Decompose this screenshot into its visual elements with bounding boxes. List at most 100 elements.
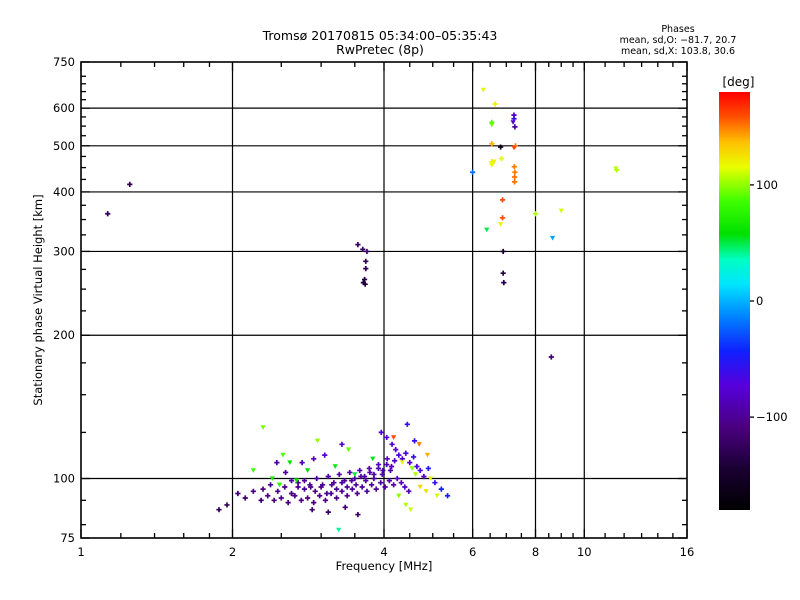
data-point-o [127,181,133,187]
y-tick-label: 500 [53,139,75,153]
data-point-o [362,281,368,287]
data-point-o [325,473,331,480]
data-point-o [398,480,404,486]
data-point-o [347,469,353,476]
data-point-o [311,456,317,462]
data-point-o [275,488,281,494]
data-point-x [260,425,266,430]
data-point-o [444,493,451,499]
data-point-o [394,475,400,482]
data-point-o [384,434,390,441]
y-tick-label: 200 [53,328,75,342]
data-point-o [283,469,289,476]
plot-area: 75 100 200 300 400 500 600 750 1 2 4 6 8 10 16 [53,55,694,559]
data-point-o [511,179,518,185]
data-point-o [361,276,368,283]
data-point-o [363,258,369,264]
data-point-x [511,145,517,151]
data-point-o [341,478,348,484]
data-point-o [373,486,379,492]
data-point-o [301,478,308,484]
data-point-o [470,169,476,175]
data-point-o [216,507,222,513]
data-point-o [242,495,248,501]
data-point-o [500,270,506,276]
data-point-o [396,452,402,458]
data-point-o [267,482,274,488]
data-point-x [498,222,504,227]
colorbar-tick-label: 100 [756,178,778,192]
y-tick-label: 400 [53,185,75,199]
data-point-o [378,480,384,486]
data-point-o [411,438,418,444]
data-point-x [416,442,422,447]
data-point-x [250,468,256,473]
data-point-o [331,480,337,486]
data-point-x [484,227,490,233]
data-point-o [378,429,384,435]
data-point-x [276,482,283,488]
data-point-o [354,490,360,497]
x-axis-label: Frequency [MHz] [336,559,433,573]
data-point-o [382,484,388,490]
data-point-o [314,475,320,482]
data-point-o [371,471,377,478]
title-block: Tromsø 20170815 05:34:00–05:35:43 RwPret… [262,28,498,57]
x-tick-label: 8 [532,545,539,559]
data-point-o [389,441,395,447]
data-point-x [417,484,423,490]
data-point-o [304,495,311,501]
data-point-x [408,507,414,513]
data-point-o [363,478,369,484]
data-point-o [349,478,355,484]
data-point-o [322,452,328,458]
colorbar: [deg] 100 0 −100 [719,75,788,510]
data-point-o [386,478,392,484]
data-point-x [399,460,405,466]
data-point-o [432,480,438,486]
data-point-o [292,493,298,499]
data-point-o [353,482,359,488]
stats-heading: Phases [661,24,694,35]
data-point-x [332,464,338,469]
data-point-o [235,490,241,497]
data-point-o [319,482,326,488]
data-point-x [480,87,486,93]
colorbar-unit-label: [deg] [723,75,755,89]
data-point-o [285,500,291,506]
data-point-o [265,493,271,499]
data-point-o [421,473,427,480]
data-point-o [317,493,323,499]
data-point-o [361,473,368,480]
data-point-o [499,197,506,203]
data-point-o [339,488,345,494]
data-point-o [344,484,350,490]
data-point-x [434,493,440,499]
data-point-o [391,482,397,488]
data-point-o [308,484,314,490]
data-point-o [393,447,399,453]
data-point-o [410,454,417,460]
data-point-o [511,174,518,180]
data-point-o [388,463,395,470]
data-point-o [311,500,317,506]
data-point-x [412,472,419,477]
data-point-o [344,493,350,499]
data-point-o [250,488,256,494]
data-point-o [406,488,412,494]
data-point-x [336,527,342,533]
data-point-o [532,211,539,217]
data-point-o [548,354,554,360]
data-point-x [396,493,402,499]
data-point-o [500,248,506,255]
data-point-o [380,467,386,474]
data-point-x [491,159,497,165]
data-point-o [384,456,390,462]
data-point-o [349,486,355,492]
data-point-x [304,468,311,473]
data-point-x [314,438,321,444]
data-point-o [403,450,409,456]
stats-o-line: mean, sd,O: −81.7, 20.7 [620,35,737,46]
data-point-x [293,478,300,484]
